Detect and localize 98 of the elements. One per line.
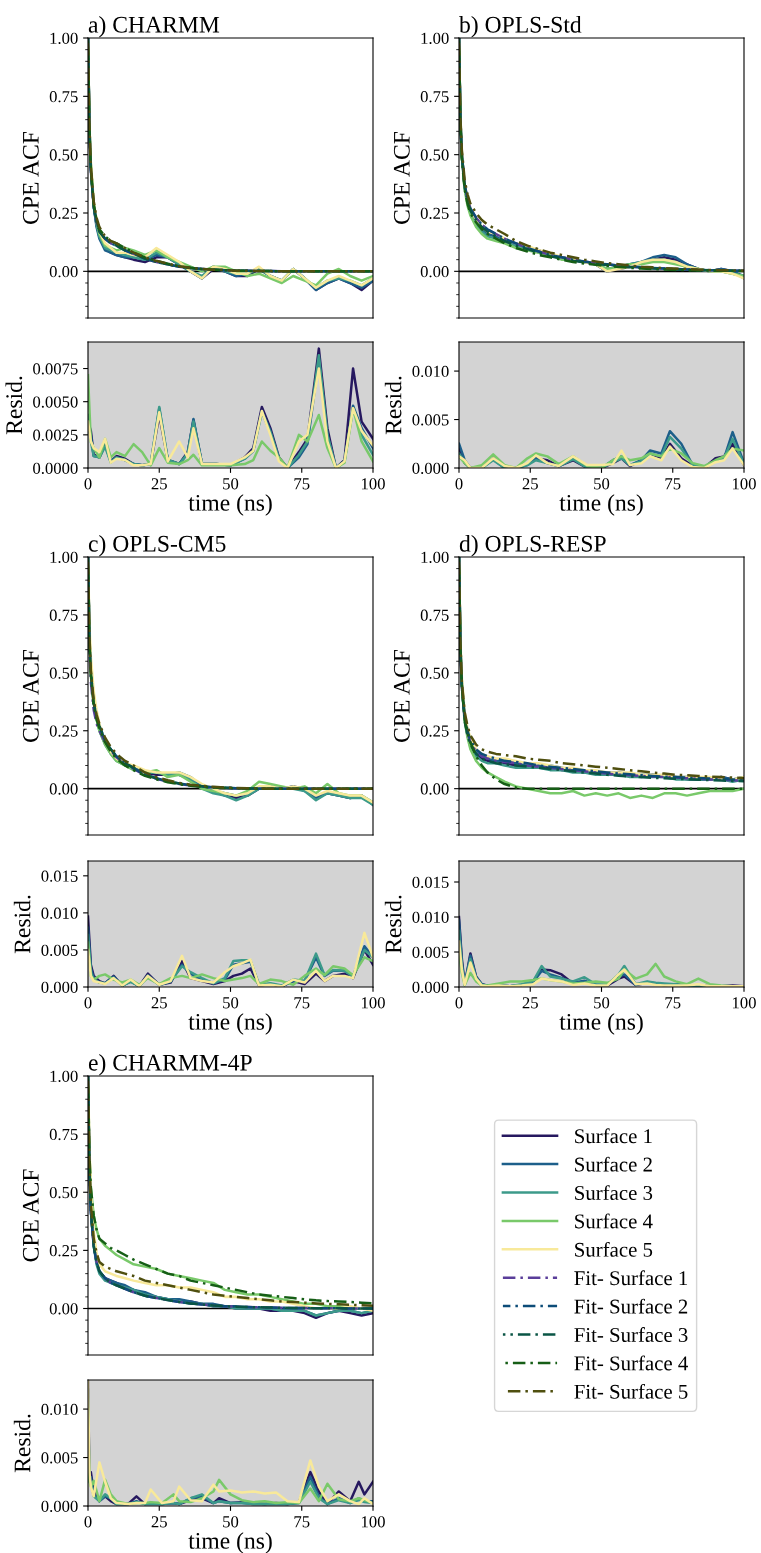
y-tick-label: 1.00 [421, 551, 449, 564]
x-tick-label: 25 [522, 478, 538, 490]
y-tick-label: 0.0025 [33, 429, 78, 441]
y-tick-label: 0.75 [420, 609, 449, 621]
x-tick-label: 0 [84, 997, 92, 1009]
y-tick-label: 0.010 [412, 365, 449, 378]
x-tick-label: 0 [84, 478, 92, 490]
y-tick-label: 0.00 [49, 783, 78, 795]
y-tick-label: 0.00 [49, 266, 78, 278]
y-axis-title: CPE ACF [393, 131, 410, 224]
x-tick-label: 100 [361, 478, 385, 490]
y-axis-title: Resid. [13, 895, 31, 954]
y-tick-label: 0.0050 [33, 396, 78, 408]
x-axis-title: time (ns) [188, 1532, 272, 1553]
y-tick-label: 0.25 [420, 725, 449, 737]
y-tick-label: 0.25 [49, 725, 78, 737]
x-tick-label: 100 [361, 1516, 385, 1528]
x-tick-label: 50 [223, 997, 239, 1009]
legend-label: Surface 4 [575, 1213, 653, 1229]
y-axis-title: CPE ACF [22, 649, 39, 742]
y-axis-title: CPE ACF [22, 1169, 39, 1262]
y-tick-label: 1.00 [421, 32, 449, 45]
y-tick-label: 0.015 [41, 870, 78, 882]
y-tick-label: 0.25 [49, 1245, 78, 1257]
x-tick-label: 25 [522, 997, 538, 1009]
y-tick-label: 0.75 [420, 91, 449, 103]
chart-title: b) OPLS-Std [459, 16, 582, 38]
y-tick-label: 0.005 [412, 414, 449, 426]
y-tick-label: 0.50 [420, 149, 449, 161]
y-tick-label: 0.75 [49, 91, 78, 103]
chart-title: c) OPLS-CM5 [88, 535, 226, 557]
y-tick-label: 0.00 [420, 266, 449, 278]
y-tick-label: 0.25 [420, 207, 449, 220]
x-tick-label: 25 [151, 478, 167, 490]
y-tick-label: 0.000 [41, 1500, 78, 1513]
x-tick-label: 50 [223, 478, 239, 490]
x-tick-label: 100 [732, 478, 756, 490]
y-tick-label: 0.50 [420, 667, 449, 679]
legend-label: Fit- Surface 4 [574, 1355, 688, 1371]
x-tick-label: 75 [294, 478, 310, 490]
y-tick-label: 0.50 [49, 149, 78, 161]
y-tick-label: 0.000 [412, 981, 449, 994]
x-axis-title: time (ns) [188, 494, 272, 516]
y-axis-title: Resid. [384, 895, 402, 954]
y-tick-label: 0.50 [49, 1186, 78, 1199]
legend-label: Surface 5 [575, 1241, 653, 1257]
x-tick-label: 25 [151, 997, 167, 1009]
y-tick-label: 0.0075 [33, 363, 78, 375]
y-tick-label: 0.005 [41, 944, 78, 956]
y-tick-label: 0.010 [412, 911, 449, 924]
y-tick-label: 0.00 [420, 783, 449, 795]
legend-label: Fit- Surface 1 [574, 1270, 688, 1286]
x-tick-label: 100 [732, 997, 756, 1009]
x-tick-label: 50 [594, 997, 610, 1009]
x-tick-label: 50 [594, 478, 610, 490]
legend-label: Fit- Surface 3 [574, 1327, 688, 1342]
y-axis-title: Resid. [384, 376, 402, 435]
y-axis-title: Resid. [5, 376, 23, 435]
x-tick-label: 75 [294, 1516, 310, 1528]
y-tick-label: 0.00 [49, 1303, 78, 1315]
y-tick-label: 0.000 [41, 981, 78, 994]
y-tick-label: 0.75 [49, 1128, 78, 1141]
legend-label: Surface 3 [575, 1185, 653, 1201]
x-tick-label: 75 [665, 478, 681, 490]
x-tick-label: 25 [151, 1516, 167, 1528]
y-tick-label: 0.005 [41, 1452, 78, 1464]
y-tick-label: 0.0000 [33, 462, 78, 475]
y-tick-label: 0.005 [412, 946, 449, 959]
y-tick-label: 1.00 [50, 551, 78, 564]
y-tick-label: 0.25 [49, 207, 78, 220]
x-tick-label: 100 [361, 997, 385, 1009]
y-tick-label: 1.00 [50, 32, 78, 45]
x-tick-label: 0 [455, 997, 463, 1009]
x-axis-title: time (ns) [559, 494, 643, 516]
x-tick-label: 75 [294, 997, 310, 1009]
chart-title: d) OPLS-RESP [459, 535, 606, 557]
y-tick-label: 0.010 [41, 907, 78, 919]
x-axis-title: time (ns) [559, 1013, 643, 1035]
legend-label: Surface 2 [575, 1156, 652, 1172]
y-axis-title: CPE ACF [393, 649, 410, 742]
chart-title: a) CHARMM [88, 16, 220, 38]
y-tick-label: 0.75 [49, 609, 78, 621]
y-tick-label: 0.50 [49, 667, 78, 679]
legend-label: Fit- Surface 2 [574, 1298, 688, 1314]
chart-title: e) CHARMM-4P [88, 1054, 252, 1076]
y-axis-title: Resid. [13, 1414, 31, 1473]
x-tick-label: 75 [665, 997, 681, 1009]
legend-label: Surface 1 [575, 1128, 652, 1144]
y-tick-label: 0.015 [412, 876, 449, 889]
x-tick-label: 0 [455, 478, 463, 490]
x-tick-label: 0 [84, 1516, 92, 1528]
y-tick-label: 1.00 [50, 1070, 78, 1083]
y-tick-label: 0.000 [412, 462, 449, 475]
y-tick-label: 0.010 [41, 1403, 78, 1416]
x-axis-title: time (ns) [188, 1013, 272, 1035]
x-tick-label: 50 [223, 1516, 239, 1528]
legend-label: Fit- Surface 5 [574, 1383, 688, 1399]
y-axis-title: CPE ACF [22, 131, 39, 224]
